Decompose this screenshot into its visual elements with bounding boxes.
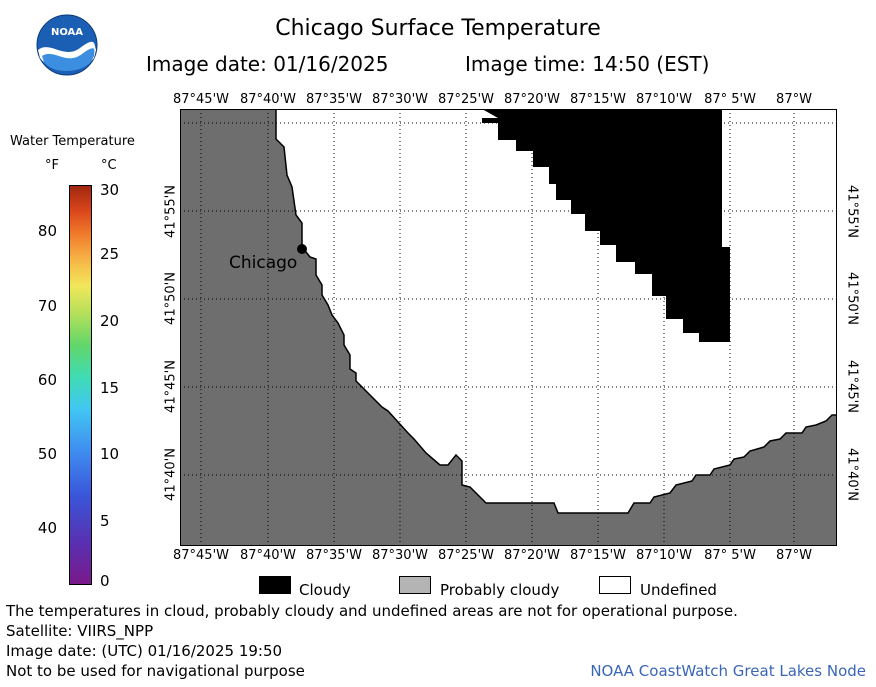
lon-label-bottom: 87°30'W: [371, 548, 428, 563]
key-cloudy-label: Cloudy: [299, 581, 351, 599]
lon-label-bottom: 87°35'W: [305, 548, 362, 563]
disclaimer-text: The temperatures in cloud, probably clou…: [6, 602, 738, 620]
navigation-warning: Not to be used for navigational purpose: [6, 662, 305, 680]
key-cloudy-swatch: [259, 576, 291, 594]
land-area: [179, 108, 838, 547]
lat-label-left: 41°45'N: [163, 360, 179, 413]
celsius-tick: 10: [100, 445, 120, 463]
lon-label-bottom: 87°20'W: [503, 548, 560, 563]
lon-label-bottom: 87°25'W: [437, 548, 494, 563]
lon-label-top: 87°35'W: [305, 92, 362, 107]
lon-label-top: 87°20'W: [503, 92, 560, 107]
chicago-marker: [297, 244, 307, 254]
city-label-chicago: Chicago: [229, 253, 298, 273]
fahrenheit-tick: 50: [37, 445, 57, 463]
fahrenheit-tick: 60: [37, 371, 57, 389]
fahrenheit-tick: 70: [37, 297, 57, 315]
legend-title: Water Temperature: [10, 134, 135, 149]
lat-label-right: 41°45'N: [844, 360, 860, 413]
fahrenheit-tick: 40: [37, 519, 57, 537]
key-probably-cloudy-swatch: [399, 576, 431, 594]
lon-label-top: 87°45'W: [172, 92, 229, 107]
lon-label-bottom: 87°10'W: [635, 548, 692, 563]
lat-label-right: 41°55'N: [844, 185, 860, 238]
lon-label-bottom: 87°15'W: [569, 548, 626, 563]
lat-label-right: 41°40'N: [844, 448, 860, 501]
unit-celsius: °C: [101, 158, 117, 173]
celsius-tick: 30: [100, 181, 120, 199]
lon-label-bottom: 87°45'W: [172, 548, 229, 563]
celsius-tick: 15: [100, 379, 120, 397]
fahrenheit-tick: 80: [37, 222, 57, 240]
lat-label-left: 41°40'N: [163, 448, 179, 501]
noaa-logo-text: NOAA: [50, 27, 84, 38]
lon-label-top: 87°W: [776, 92, 812, 107]
map-svg: [179, 108, 838, 547]
page-title: Chicago Surface Temperature: [275, 16, 601, 41]
lon-label-top: 87°10'W: [635, 92, 692, 107]
image-date: Image date: 01/16/2025: [146, 52, 389, 76]
lat-label-left: 41°55'N: [163, 185, 179, 238]
lat-label-left: 41°50'N: [163, 272, 179, 325]
lon-label-top: 87°15'W: [569, 92, 626, 107]
celsius-tick: 5: [100, 512, 110, 530]
lon-label-top: 87°25'W: [437, 92, 494, 107]
lon-label-top: 87°30'W: [371, 92, 428, 107]
lon-label-bottom: 87° 5'W: [704, 548, 756, 563]
lon-label-top: 87° 5'W: [704, 92, 756, 107]
cloud-region: [482, 109, 730, 342]
lon-label-top: 87°40'W: [239, 92, 296, 107]
satellite-text: Satellite: VIIRS_NPP: [6, 622, 154, 640]
celsius-tick: 25: [100, 245, 120, 263]
lat-label-right: 41°50'N: [844, 272, 860, 325]
utc-date-text: Image date: (UTC) 01/16/2025 19:50: [6, 642, 283, 660]
celsius-tick: 20: [100, 312, 120, 330]
unit-fahrenheit: °F: [45, 158, 59, 173]
map-border: [180, 109, 837, 546]
key-undefined-label: Undefined: [640, 581, 717, 599]
lon-label-bottom: 87°W: [776, 548, 812, 563]
noaa-logo: NOAA: [36, 14, 98, 76]
image-time: Image time: 14:50 (EST): [465, 52, 710, 76]
key-probably-cloudy-label: Probably cloudy: [440, 581, 560, 599]
credit-text: NOAA CoastWatch Great Lakes Node: [590, 662, 866, 680]
map-frame: [179, 108, 838, 547]
temperature-colorbar: [69, 185, 92, 585]
map-grid: [180, 109, 837, 546]
lon-label-bottom: 87°40'W: [239, 548, 296, 563]
key-undefined-swatch: [599, 576, 631, 594]
celsius-tick: 0: [100, 572, 110, 590]
